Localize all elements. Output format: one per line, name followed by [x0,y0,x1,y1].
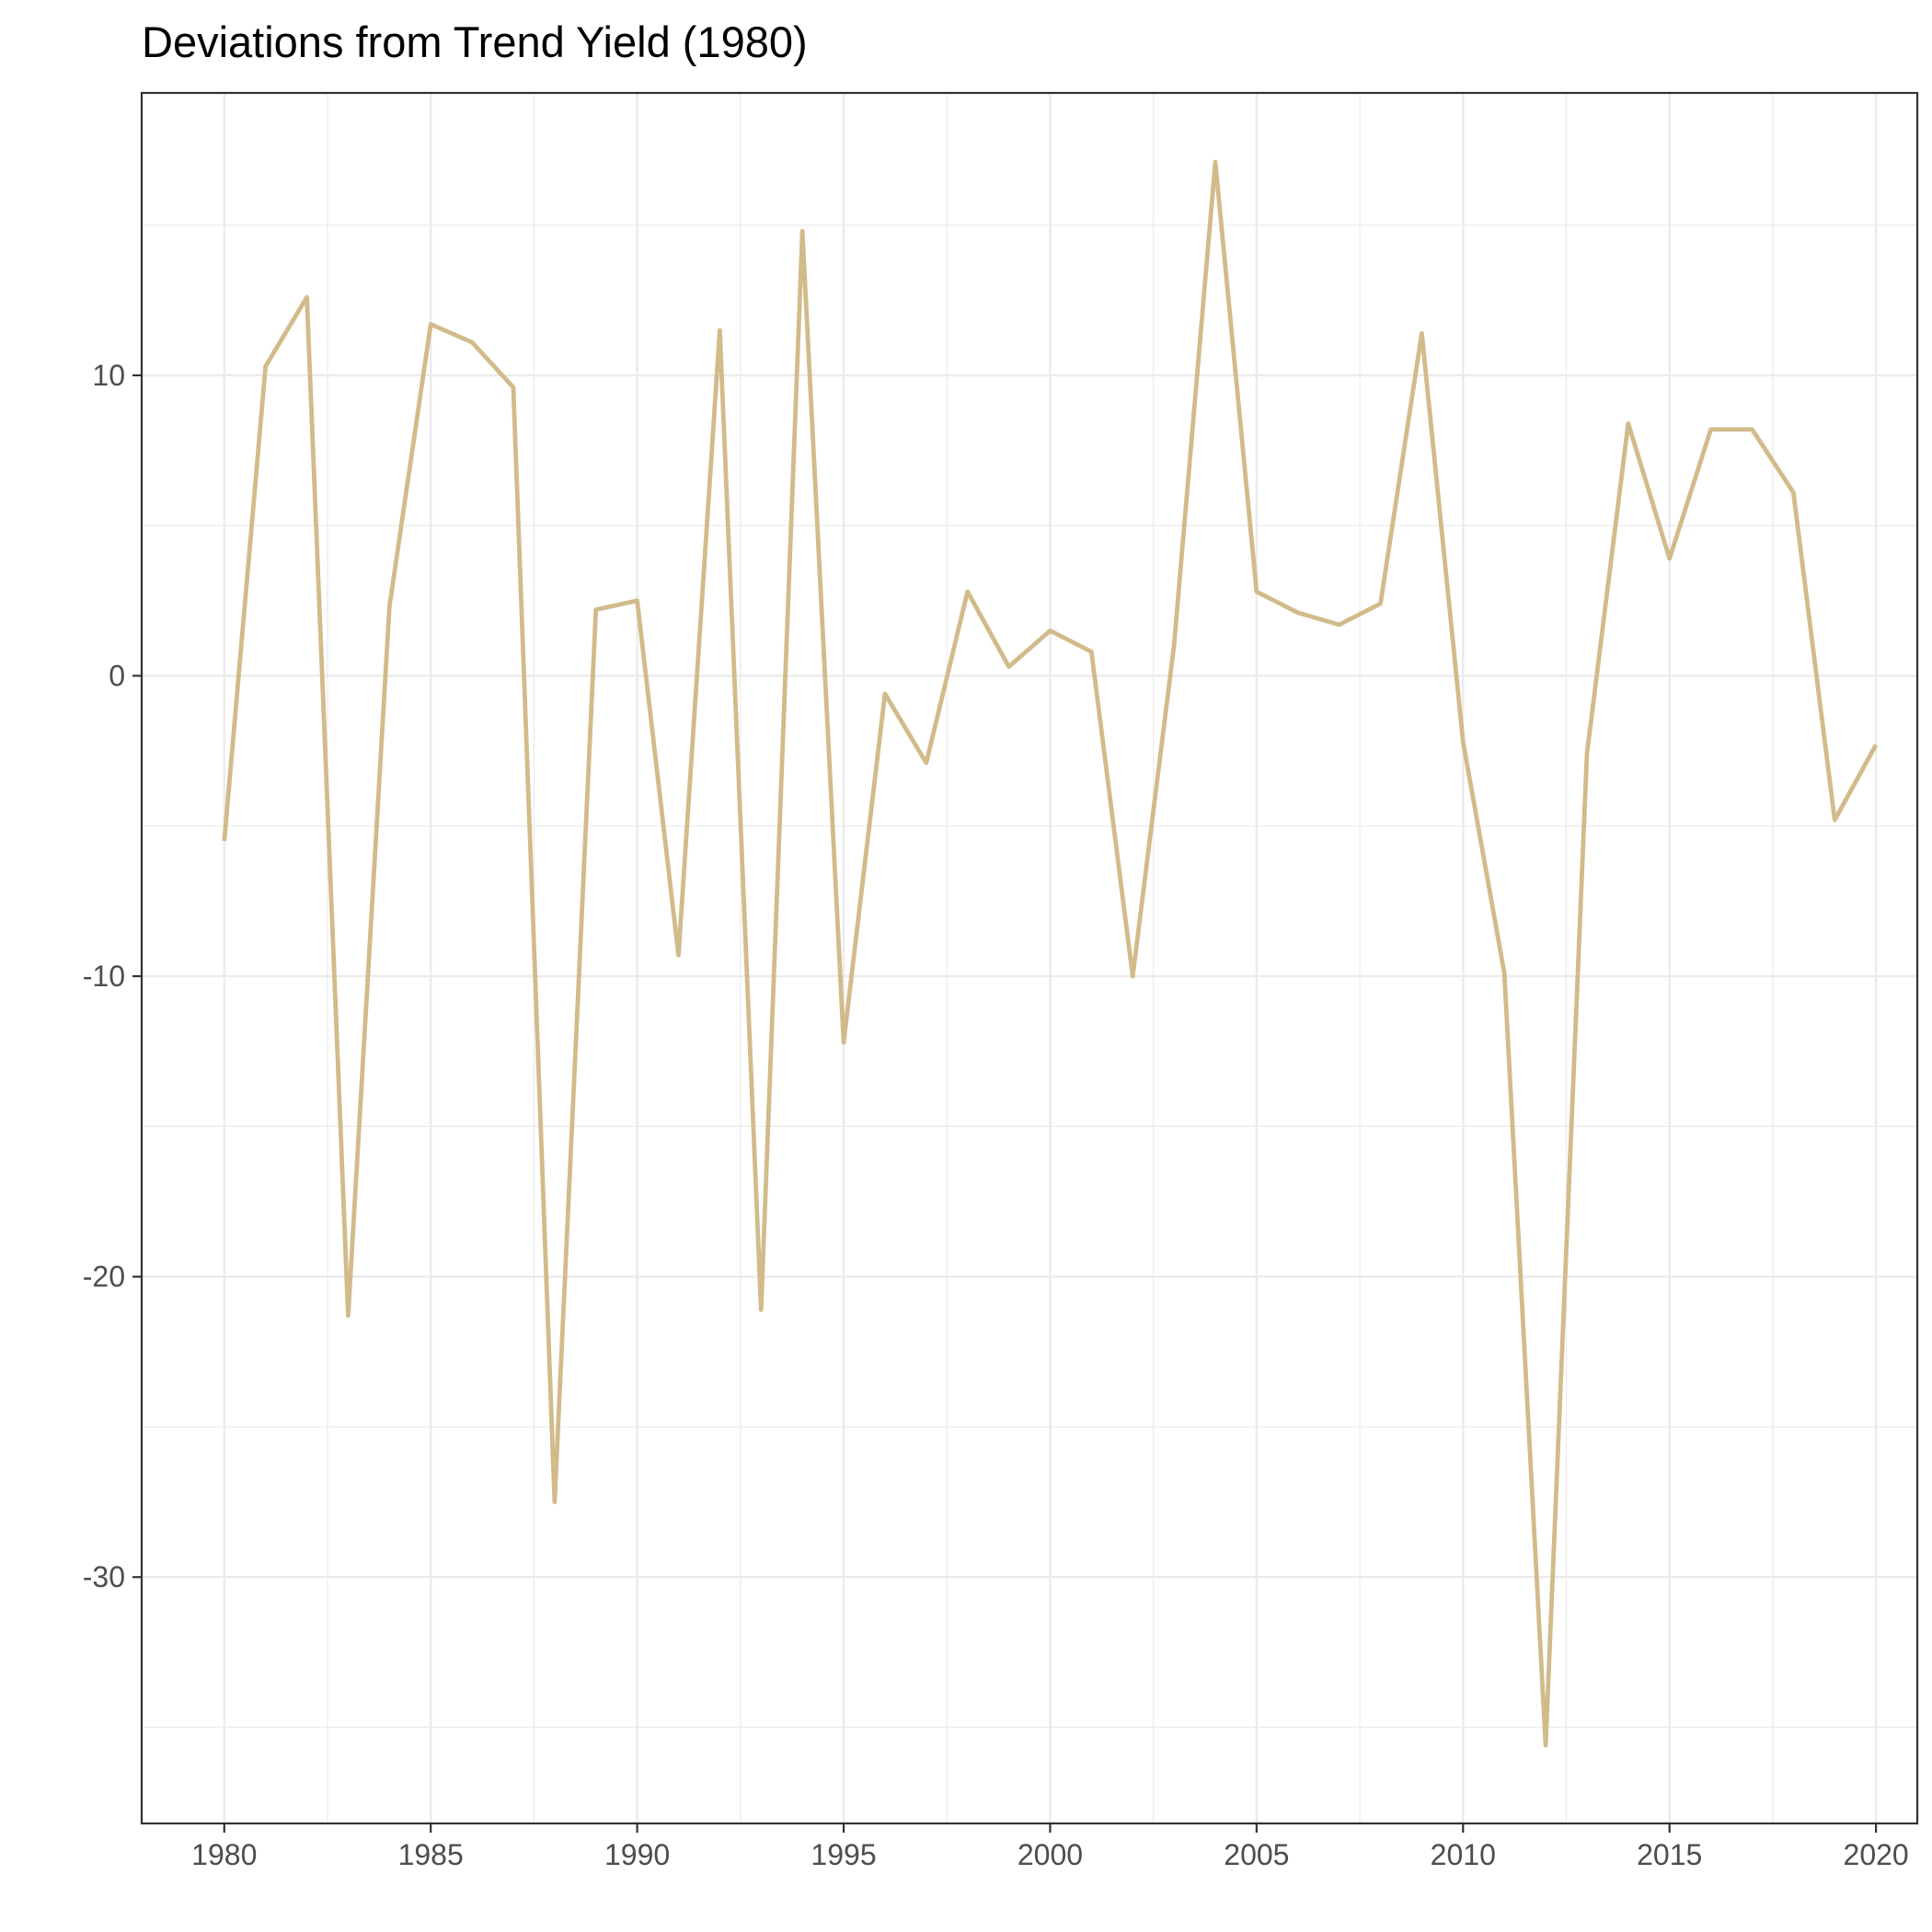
x-tick-label: 1985 [398,1838,464,1871]
x-tick-label: 2000 [1018,1838,1083,1871]
panel-border [140,91,1919,1825]
x-axis: 1980 1985 1990 1995 2000 2005 2010 2015 2020 [191,1823,1909,1871]
x-tick-label: 1980 [191,1838,257,1871]
y-tick-label: -10 [83,960,125,993]
y-tick-label: 0 [109,660,125,693]
plot-panel [142,93,1917,1823]
y-tick-label: -30 [83,1560,125,1593]
minor-gridlines [142,93,1917,1823]
x-tick-label: 1995 [811,1838,876,1871]
x-tick-label: 1990 [604,1838,670,1871]
series-line [222,159,1879,1748]
y-axis: 10 0 -10 -20 -30 [83,359,142,1593]
major-gridlines [142,93,1917,1823]
y-tick-label: -20 [83,1260,125,1294]
x-tick-label: 2010 [1431,1838,1496,1871]
x-tick-label: 2020 [1844,1838,1909,1871]
series-layer [222,159,1879,1748]
chart-title: Deviations from Trend Yield (1980) [142,17,808,66]
y-tick-label: 10 [92,359,125,392]
x-tick-label: 2005 [1224,1838,1289,1871]
x-tick-label: 2015 [1637,1838,1702,1871]
